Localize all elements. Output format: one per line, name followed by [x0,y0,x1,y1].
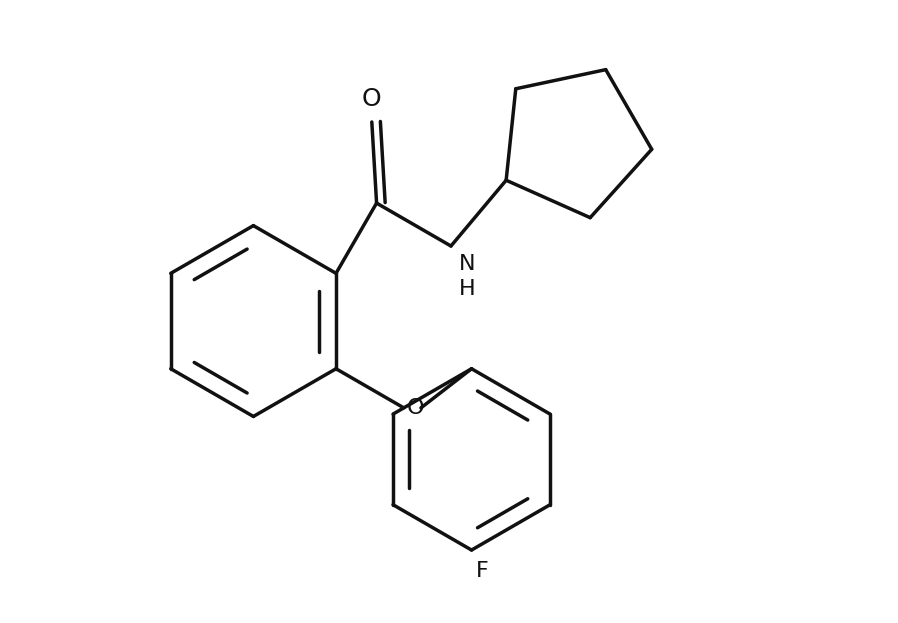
Text: H: H [459,280,475,300]
Text: O: O [407,398,424,418]
Text: F: F [476,561,489,581]
Text: N: N [459,254,475,273]
Text: O: O [362,87,382,110]
